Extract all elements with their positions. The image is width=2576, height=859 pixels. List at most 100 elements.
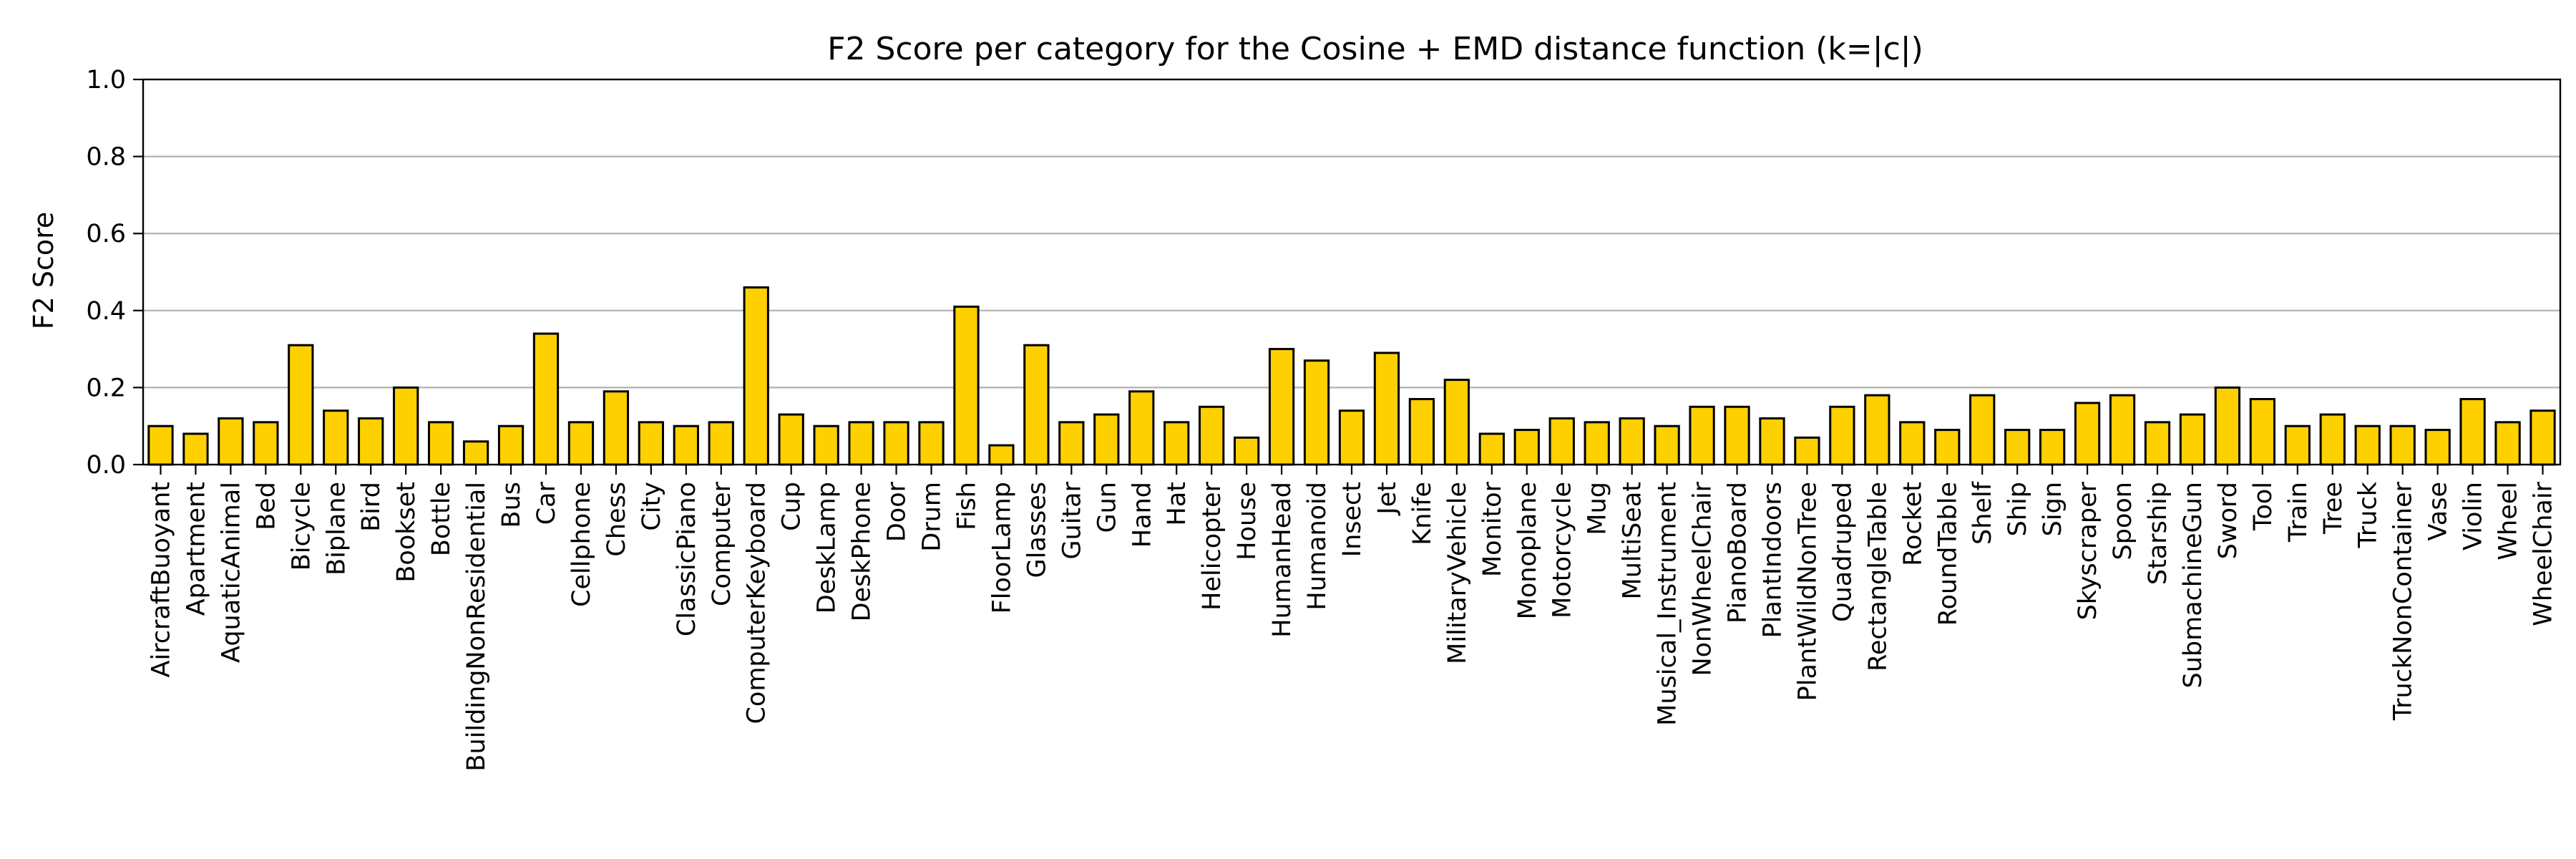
x-tick-label: Ship — [2004, 482, 2032, 536]
bar — [1093, 413, 1120, 466]
x-tick-label: Cup — [778, 482, 806, 531]
bar — [182, 432, 209, 466]
x-tick-label: Cellphone — [567, 482, 596, 607]
bar — [2459, 398, 2486, 466]
y-tick-label: 0.0 — [86, 451, 126, 480]
bar — [1584, 421, 1610, 466]
x-tick-label: Knife — [1408, 482, 1437, 545]
bar — [1619, 417, 1645, 466]
x-tick-label: Spoon — [2109, 482, 2137, 560]
x-tick-label: Bottle — [427, 482, 456, 556]
x-tick-label: Biplane — [322, 482, 351, 576]
x-tick-label: RectangleTable — [1863, 482, 1892, 671]
x-tick-label: HumanHead — [1268, 482, 1297, 638]
bar — [2389, 424, 2416, 466]
x-tick-label: Quadruped — [1828, 482, 1857, 622]
bar — [2529, 409, 2556, 466]
bars — [147, 286, 2556, 466]
x-tick-label: Humanoid — [1303, 482, 1332, 611]
x-tick-label: Bed — [252, 482, 280, 530]
x-tick-label: Bookset — [392, 482, 421, 583]
y-tick-label: 1.0 — [86, 66, 126, 94]
y-axis-ticks: 0.0 0.2 0.4 0.6 0.8 1.0 — [86, 66, 143, 480]
bar — [1268, 348, 1295, 466]
x-tick-label: ClassicPiano — [673, 482, 701, 636]
x-tick-label: Guitar — [1058, 481, 1086, 559]
x-tick-label: Monoplane — [1513, 482, 1542, 619]
x-tick-label: Tree — [2319, 482, 2348, 535]
x-tick-label: City — [638, 482, 666, 531]
bar — [2319, 413, 2346, 466]
y-tick-label: 0.2 — [86, 374, 126, 402]
bar — [253, 421, 279, 466]
x-tick-label: Chess — [602, 482, 631, 557]
bar — [147, 424, 174, 466]
bar — [1724, 405, 1750, 466]
bar — [953, 305, 980, 466]
x-tick-label: RoundTable — [1933, 482, 1962, 626]
x-tick-label: ComputerKeyboard — [743, 482, 771, 724]
bar — [1689, 405, 1715, 466]
bar — [218, 417, 244, 466]
x-tick-label: AquaticAnimal — [217, 482, 245, 663]
x-tick-label: NonWheelChair — [1689, 481, 1717, 676]
x-tick-label: Glasses — [1023, 482, 1051, 578]
x-tick-label: MilitaryVehicle — [1443, 482, 1472, 664]
x-tick-label: Hat — [1163, 482, 1191, 526]
bar — [1759, 417, 1785, 466]
bar — [1058, 421, 1085, 466]
bar — [673, 424, 699, 466]
bar — [988, 444, 1015, 466]
x-tick-label: Insect — [1338, 482, 1367, 557]
bar — [1934, 429, 1961, 466]
bar — [1969, 394, 1996, 466]
x-tick-label: Mug — [1584, 482, 1612, 535]
x-tick-label: DeskLamp — [813, 482, 841, 613]
bar — [427, 421, 454, 466]
x-tick-label: MultiSeat — [1619, 482, 1647, 599]
bar — [1408, 398, 1435, 466]
bar — [2109, 394, 2136, 466]
x-tick-label: Jet — [1373, 482, 1402, 516]
bar — [288, 344, 314, 466]
x-tick-label: Apartment — [182, 482, 210, 616]
plot-frame — [142, 78, 2562, 466]
x-tick-label: Bicycle — [287, 482, 316, 571]
x-tick-label: Fish — [952, 482, 981, 530]
x-tick-label: SubmachineGun — [2179, 482, 2207, 689]
bar — [2249, 398, 2276, 466]
bar — [2354, 424, 2381, 466]
bar — [1443, 379, 1470, 466]
bar — [638, 421, 665, 466]
bar — [567, 421, 595, 466]
bar — [602, 390, 630, 466]
bar — [532, 332, 560, 466]
x-tick-label: Sign — [2039, 482, 2067, 536]
x-tick-label: Starship — [2144, 482, 2172, 585]
x-tick-label: PlantIndoors — [1758, 482, 1787, 638]
x-tick-label: TruckNonContainer — [2389, 481, 2418, 721]
x-axis-ticks: AircraftBuoyant Apartment AquaticAnimal Bed… — [147, 465, 2558, 772]
bar — [393, 386, 419, 466]
bar — [462, 440, 489, 466]
x-tick-label: Car — [532, 481, 561, 525]
bar — [2214, 386, 2241, 466]
x-tick-label: Drum — [918, 482, 947, 552]
bar — [2494, 421, 2521, 466]
x-tick-label: FloorLamp — [987, 482, 1016, 613]
bar — [883, 421, 909, 466]
y-axis-label: F2 Score — [28, 212, 59, 330]
x-tick-label: House — [1233, 482, 1262, 560]
bar — [2284, 424, 2311, 466]
x-tick-label: Truck — [2354, 481, 2383, 548]
x-tick-label: Motorcycle — [1548, 482, 1577, 618]
bar — [2039, 429, 2066, 466]
bar — [2004, 429, 2031, 466]
bar — [1548, 417, 1575, 466]
x-tick-label: Helicopter — [1198, 481, 1226, 610]
bar — [1023, 344, 1050, 466]
bar — [1794, 436, 1820, 466]
x-tick-label: AircraftBuoyant — [147, 482, 175, 677]
bar — [778, 413, 804, 466]
bar — [2424, 429, 2451, 466]
